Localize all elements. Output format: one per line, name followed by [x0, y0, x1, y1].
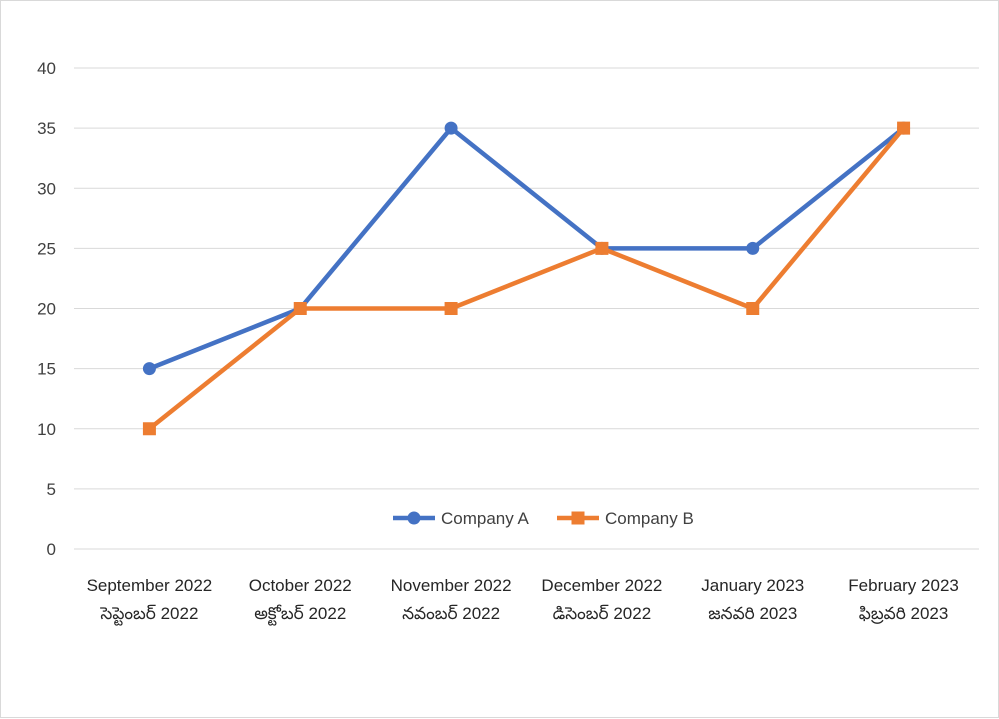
data-point [142, 362, 156, 376]
x-tick-label: December 2022 డిసెంబర్ 2022 [541, 576, 662, 623]
data-point [444, 121, 458, 135]
y-tick-label: 40 [37, 59, 56, 78]
x-tick-label: September 2022 సెప్టెంబర్ 2022 [87, 576, 213, 626]
series-b [142, 121, 911, 436]
legend-item: Company B [557, 509, 694, 528]
x-tick-label: January 2023 జనవరి 2023 [701, 576, 804, 623]
y-tick-label: 30 [37, 179, 56, 198]
legend-item: Company A [393, 509, 530, 528]
data-point [293, 302, 307, 315]
x-tick-label: October 2022 అక్టోబర్ 2022 [249, 576, 352, 626]
legend-marker [407, 511, 421, 525]
x-tick-label: November 2022 నవంబర్ 2022 [391, 576, 512, 623]
legend: Company A Company B [393, 509, 694, 528]
legend-marker [571, 511, 585, 525]
legend-label: Company A [441, 509, 530, 528]
legend-label: Company B [605, 509, 694, 528]
x-tick-label: February 2023 ఫిబ్రవరి 2023 [848, 576, 959, 624]
y-tick-label: 25 [37, 239, 56, 258]
series-line [147, 125, 906, 371]
y-tick-label: 15 [37, 360, 56, 379]
x-axis-tick-labels: September 2022 సెప్టెంబర్ 2022 October 202… [87, 576, 959, 626]
y-tick-label: 0 [47, 540, 56, 559]
series-line [147, 125, 906, 431]
y-tick-label: 20 [37, 300, 56, 319]
y-tick-label: 10 [37, 420, 56, 439]
series-lines [142, 121, 911, 436]
data-point [897, 121, 911, 135]
data-point [746, 241, 760, 255]
y-tick-label: 35 [37, 119, 56, 138]
data-point [444, 302, 458, 315]
gridlines [74, 67, 979, 550]
data-point [595, 241, 609, 255]
data-point [142, 422, 156, 436]
y-tick-label: 5 [47, 480, 56, 499]
y-axis-tick-labels: 0 5 10 15 20 25 30 35 40 [37, 59, 56, 559]
data-point [746, 302, 760, 315]
